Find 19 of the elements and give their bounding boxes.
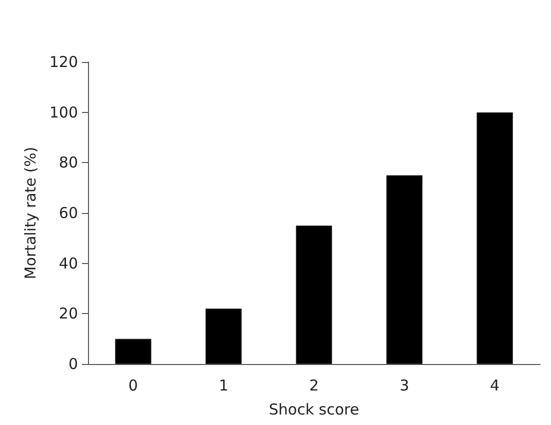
bar — [476, 112, 513, 364]
bar — [206, 308, 242, 364]
x-tick-label: 1 — [218, 376, 228, 394]
y-tick-label: 120 — [49, 53, 78, 71]
y-axis-title: Mortality rate (%) — [22, 146, 40, 280]
y-tick-label: 20 — [58, 304, 78, 323]
x-axis-title: Shock score — [268, 400, 360, 418]
y-tick-label: 0 — [68, 355, 78, 373]
bar — [386, 175, 422, 364]
x-tick-label: 3 — [400, 376, 410, 394]
y-tick-label: 100 — [49, 103, 78, 122]
x-tick-label: 0 — [128, 376, 138, 394]
y-tick-label: 60 — [58, 204, 78, 222]
bar — [115, 338, 152, 364]
y-tick-label: 40 — [58, 254, 78, 272]
x-tick-label: 2 — [309, 376, 319, 394]
y-tick-label: 80 — [58, 154, 78, 172]
x-tick-label: 4 — [490, 376, 500, 394]
bar — [296, 226, 332, 364]
